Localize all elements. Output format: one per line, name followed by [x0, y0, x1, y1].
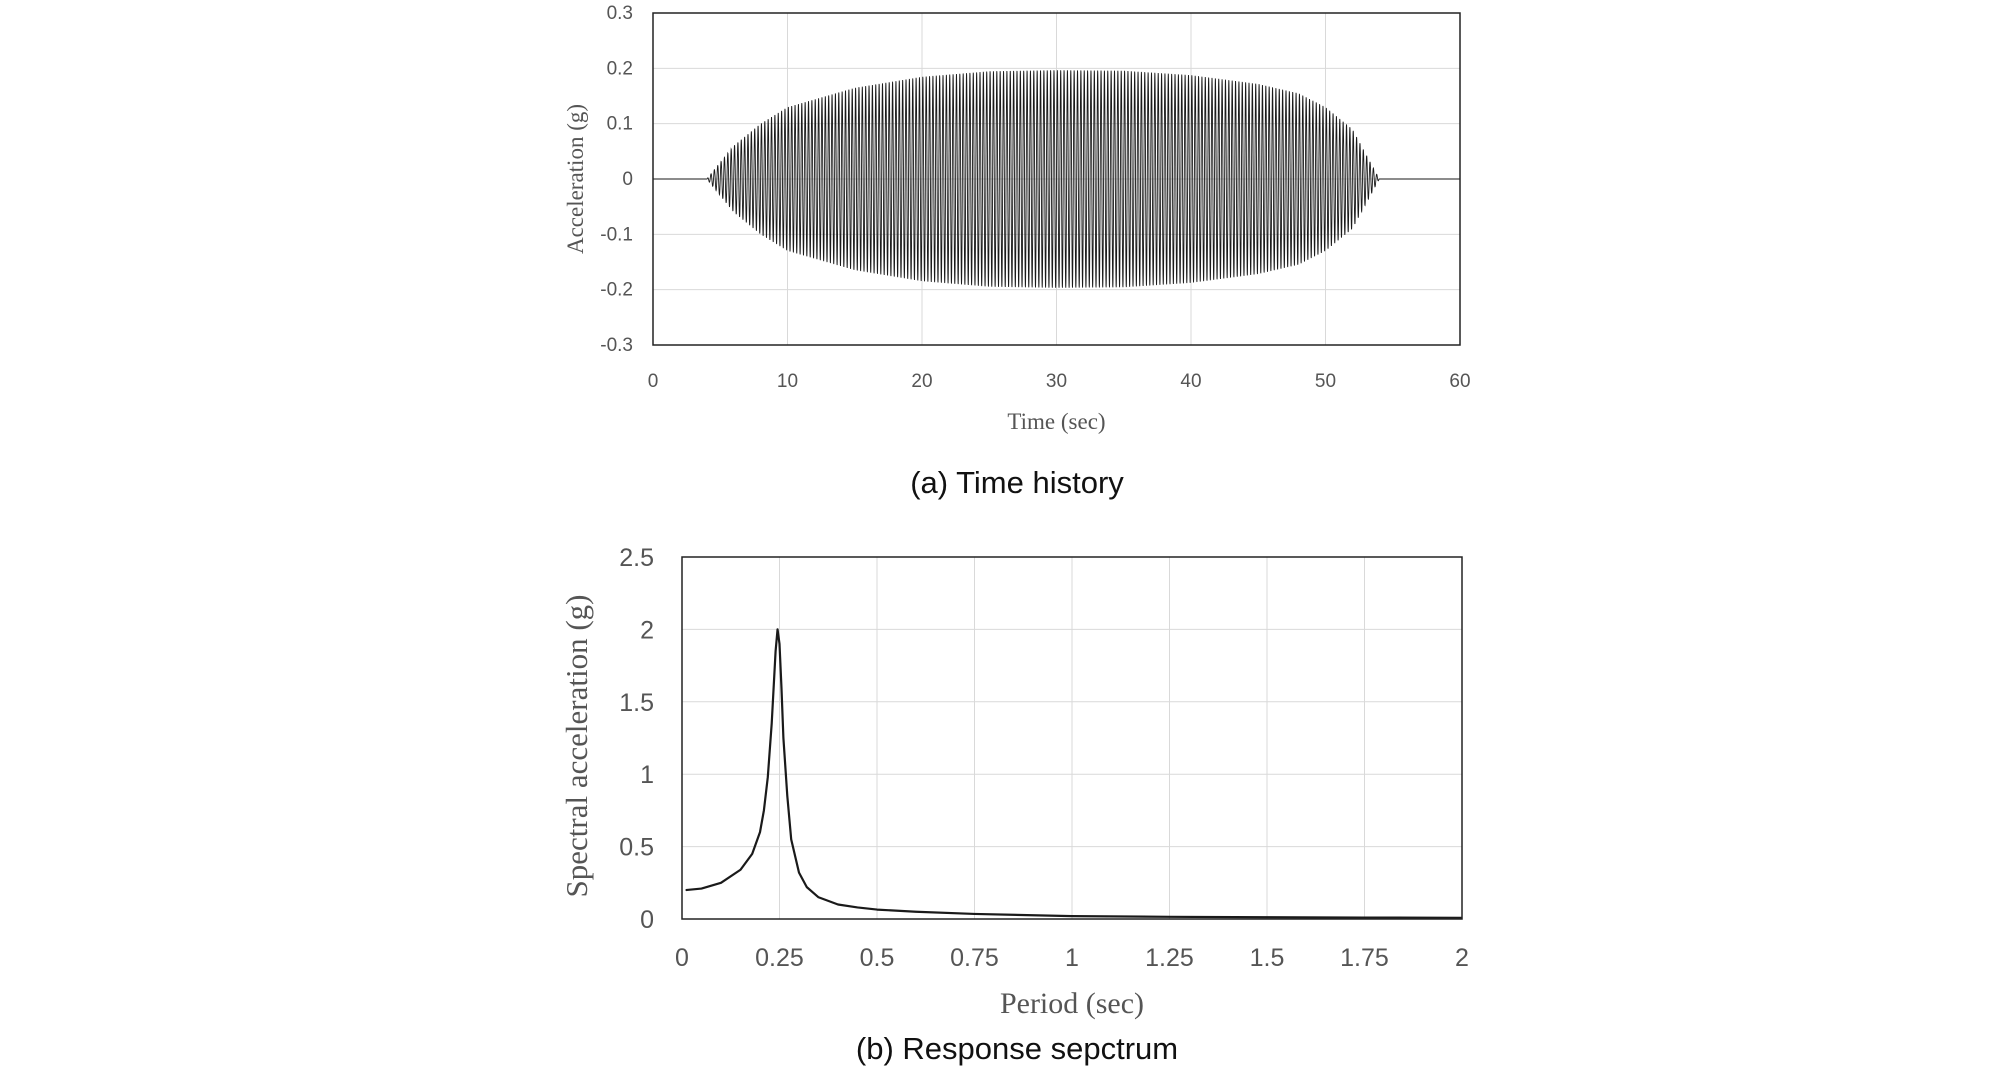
data-point [763, 809, 765, 812]
x-tick-labels: 0 0.25 0.5 0.75 1 1.25 1.5 1.75 2 [675, 944, 1469, 972]
data-point [771, 722, 773, 725]
data-point [806, 886, 808, 888]
data-point [782, 737, 785, 739]
y-axis-label: Spectral acceleration (g) [559, 595, 594, 898]
x-tick-label: 1.25 [1145, 944, 1194, 972]
data-point [798, 872, 800, 874]
data-point [876, 908, 878, 911]
x-tick-label: 0 [675, 944, 689, 972]
response-spectrum-chart: 2.5 2 1.5 1 0.5 0 0 0.25 0.5 0.75 1 1.25 1.5 1.75 2 S… [559, 544, 1469, 1066]
grid-lines [681, 556, 1463, 920]
y-tick-labels: 0.3 0.2 0.1 0 -0.1 -0.2 -0.3 [600, 3, 633, 356]
x-tick-label: 30 [1046, 371, 1067, 392]
x-tick-label: 0.75 [950, 944, 999, 972]
data-point [1266, 916, 1268, 918]
plot-frame [681, 556, 1463, 920]
x-tick-label: 1.5 [1250, 944, 1285, 972]
data-point [685, 889, 687, 891]
data-point [759, 831, 761, 833]
y-tick-label: -0.1 [600, 224, 633, 245]
x-tick-label: 1 [1065, 944, 1079, 972]
y-axis-label: Acceleration (g) [563, 104, 588, 254]
y-tick-label: 0 [622, 169, 633, 190]
y-tick-label: -0.2 [600, 280, 633, 301]
x-tick-label: 20 [911, 371, 932, 392]
y-tick-label: 2.5 [619, 544, 654, 572]
data-point [973, 913, 976, 915]
data-point [790, 838, 792, 840]
series-line [685, 628, 1463, 919]
data-point [775, 650, 777, 652]
data-point [778, 643, 781, 645]
x-tick-label: 60 [1449, 371, 1470, 392]
x-tick-label: 1.75 [1340, 944, 1389, 972]
x-tick-label: 0 [648, 371, 659, 392]
y-tick-label: 0.1 [607, 114, 633, 135]
data-point [720, 882, 722, 884]
x-tick-label: 0.25 [755, 944, 804, 972]
y-tick-label: 0 [640, 906, 654, 934]
data-point [837, 903, 839, 906]
x-tick-label: 10 [777, 371, 798, 392]
plot-frame [652, 12, 1461, 346]
y-tick-label: 2 [640, 616, 654, 644]
x-axis-label: Time (sec) [1007, 409, 1105, 434]
y-tick-label: 1 [640, 761, 654, 789]
data-point [700, 887, 703, 890]
x-tick-label: 40 [1180, 371, 1201, 392]
y-tick-label: 1.5 [619, 689, 654, 717]
x-tick-label: 2 [1455, 944, 1469, 972]
y-tick-label: 0.3 [607, 3, 633, 24]
data-point [786, 795, 788, 797]
acceleration-signal [653, 70, 1460, 288]
data-point [856, 906, 859, 909]
signal-layer [653, 70, 1460, 288]
series-points [685, 628, 1463, 919]
data-point [739, 869, 742, 871]
y-tick-label: 0.2 [607, 58, 633, 79]
x-tick-labels: 0 10 20 30 40 50 60 [648, 371, 1471, 392]
data-point [767, 776, 769, 778]
y-tick-labels: 2.5 2 1.5 1 0.5 0 [619, 544, 654, 934]
y-tick-label: -0.3 [600, 335, 633, 356]
data-point [1363, 916, 1366, 919]
data-point [1168, 916, 1171, 918]
x-axis-label: Period (sec) [1000, 987, 1144, 1020]
y-tick-label: 0.5 [619, 834, 654, 862]
data-point [780, 686, 783, 688]
data-point [817, 896, 820, 898]
caption-b: (b) Response sepctrum [856, 1031, 1178, 1066]
time-history-chart: 0.3 0.2 0.1 0 -0.1 -0.2 -0.3 0 10 20 30 40 50 60 Acc… [563, 3, 1471, 500]
data-point [915, 911, 917, 913]
x-tick-label: 0.5 [860, 944, 895, 972]
data-point [1071, 915, 1073, 917]
caption-a: (a) Time history [910, 465, 1124, 500]
data-point [751, 853, 753, 855]
data-point [776, 628, 779, 631]
x-tick-label: 50 [1315, 371, 1336, 392]
